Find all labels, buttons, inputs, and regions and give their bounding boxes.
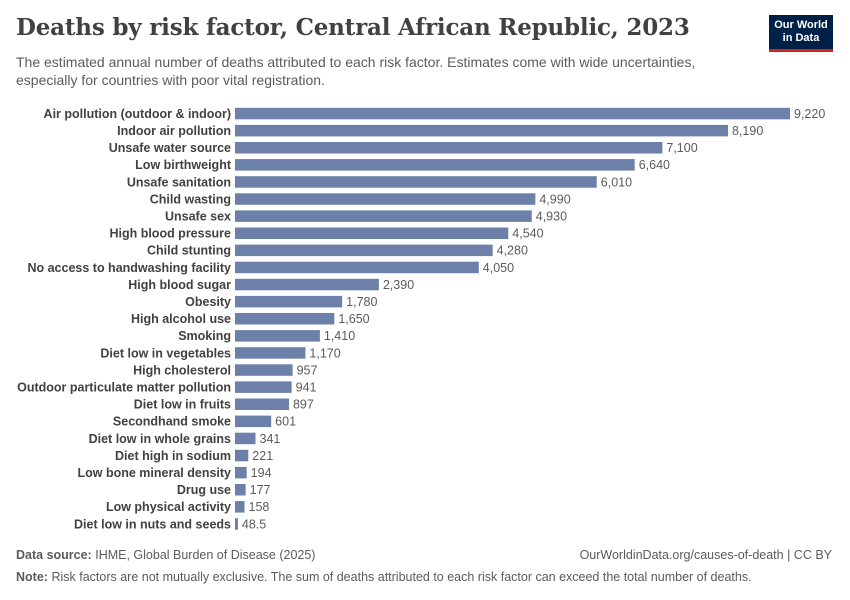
bar[interactable] <box>235 501 245 513</box>
data-source: Data source: IHME, Global Burden of Dise… <box>16 548 315 562</box>
bar[interactable] <box>235 518 238 530</box>
value-label: 221 <box>252 449 273 463</box>
value-label: 2,390 <box>383 278 414 292</box>
bar[interactable] <box>235 295 343 308</box>
value-label: 6,640 <box>639 158 670 172</box>
category-label: Diet low in nuts and seeds <box>74 517 231 531</box>
bar[interactable] <box>235 364 293 376</box>
value-label: 194 <box>251 466 272 480</box>
value-label: 601 <box>275 415 296 429</box>
bar[interactable] <box>235 210 532 222</box>
category-label: Unsafe water source <box>109 141 231 155</box>
owid-logo[interactable]: Our World in Data <box>769 15 833 52</box>
category-label: Air pollution (outdoor & indoor) <box>44 107 231 121</box>
category-label: Low birthweight <box>135 158 232 172</box>
bar[interactable] <box>235 142 663 154</box>
category-label: Smoking <box>178 329 231 343</box>
note-text: Risk factors are not mutually exclusive.… <box>51 570 752 584</box>
bar[interactable] <box>235 347 306 359</box>
value-label: 341 <box>260 432 281 446</box>
category-label: Diet low in whole grains <box>89 432 231 446</box>
value-label: 1,410 <box>324 329 355 343</box>
value-label: 4,540 <box>512 227 543 241</box>
bar[interactable] <box>235 124 728 137</box>
footnote: Note: Risk factors are not mutually excl… <box>16 570 752 584</box>
bar[interactable] <box>235 415 272 428</box>
bar[interactable] <box>235 244 493 257</box>
bar[interactable] <box>235 432 256 445</box>
category-label: High cholesterol <box>133 363 231 377</box>
value-label: 158 <box>249 500 270 514</box>
category-label: Diet low in vegetables <box>100 346 231 360</box>
bar-chart: Air pollution (outdoor & indoor) 9,220 Ind… <box>17 107 825 531</box>
bar[interactable] <box>235 107 790 120</box>
category-label: Drug use <box>177 483 231 497</box>
bar[interactable] <box>235 193 536 205</box>
data-source-label: Data source: <box>16 548 92 562</box>
category-label: Unsafe sanitation <box>127 175 231 189</box>
value-label: 177 <box>250 483 271 497</box>
value-label: 4,990 <box>539 192 570 206</box>
bar[interactable] <box>235 278 379 291</box>
category-label: Low bone mineral density <box>78 466 232 480</box>
category-label: High blood pressure <box>109 227 231 241</box>
value-label: 1,780 <box>346 295 377 309</box>
category-label: Diet low in fruits <box>134 398 231 412</box>
bar[interactable] <box>235 398 289 411</box>
value-label: 957 <box>297 363 318 377</box>
bar[interactable] <box>235 261 479 274</box>
value-label: 1,170 <box>309 346 340 360</box>
chart-subtitle: The estimated annual number of deaths at… <box>16 54 696 88</box>
category-label: Child wasting <box>150 192 231 206</box>
value-label: 9,220 <box>794 107 825 121</box>
bar[interactable] <box>235 176 597 188</box>
category-label: Unsafe sex <box>165 209 231 223</box>
data-source-link[interactable]: IHME, Global Burden of Disease (2025) <box>95 548 316 562</box>
value-label: 1,650 <box>338 312 369 326</box>
bar[interactable] <box>235 313 335 325</box>
category-label: High alcohol use <box>131 312 231 326</box>
value-label: 48.5 <box>242 517 266 531</box>
category-label: Low physical activity <box>106 500 231 514</box>
value-label: 941 <box>296 380 317 394</box>
category-label: Diet high in sodium <box>115 449 231 463</box>
value-label: 4,930 <box>536 209 567 223</box>
category-label: No access to handwashing facility <box>27 261 231 275</box>
bar[interactable] <box>235 330 320 342</box>
category-label: Indoor air pollution <box>117 124 231 138</box>
chart-title: Deaths by risk factor, Central African R… <box>16 14 690 41</box>
logo-line-2: in Data <box>782 32 820 44</box>
value-label: 4,280 <box>497 244 528 258</box>
source-url[interactable]: OurWorldinData.org/causes-of-death | CC … <box>579 548 832 562</box>
value-label: 6,010 <box>601 175 632 189</box>
value-label: 4,050 <box>483 261 514 275</box>
value-label: 8,190 <box>732 124 763 138</box>
category-label: Outdoor particulate matter pollution <box>17 380 231 394</box>
bar[interactable] <box>235 381 292 393</box>
category-label: Obesity <box>185 295 231 309</box>
note-label: Note: <box>16 570 48 584</box>
logo-line-1: Our World <box>774 19 828 31</box>
bar[interactable] <box>235 159 635 171</box>
bar[interactable] <box>235 484 246 496</box>
category-label: High blood sugar <box>128 278 231 292</box>
value-label: 897 <box>293 398 314 412</box>
category-label: Secondhand smoke <box>113 415 231 429</box>
bar[interactable] <box>235 227 509 240</box>
value-label: 7,100 <box>666 141 697 155</box>
bar[interactable] <box>235 449 249 462</box>
category-label: Child stunting <box>147 244 231 258</box>
bar[interactable] <box>235 466 247 479</box>
